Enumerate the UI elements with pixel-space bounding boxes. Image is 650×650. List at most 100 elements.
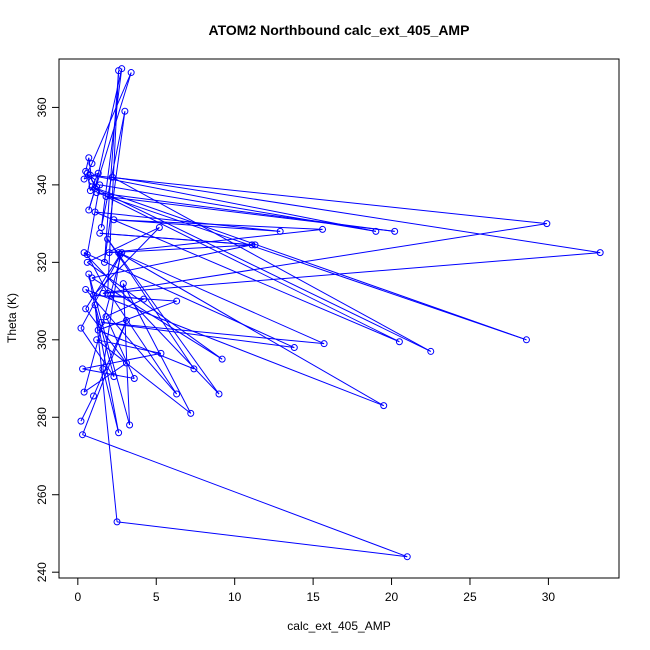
data-point (121, 107, 129, 115)
chart-title: ATOM2 Northbound calc_ext_405_AMP (209, 22, 470, 38)
data-point (596, 249, 604, 257)
data-point (77, 417, 85, 425)
series-segment (88, 273, 120, 433)
data-point (96, 181, 104, 189)
series-segment (82, 434, 408, 558)
data-point (85, 270, 93, 278)
y-tick-label: 240 (35, 562, 49, 582)
series-segment (99, 232, 252, 246)
series-segment (82, 368, 135, 380)
series-segment (116, 521, 408, 558)
series-segment (105, 196, 400, 343)
data-point (110, 216, 118, 224)
series-segment (91, 244, 253, 279)
series-segment (107, 238, 195, 370)
x-tick-label: 10 (228, 590, 242, 604)
series-segment (102, 223, 547, 294)
data-point (427, 347, 435, 355)
y-tick-label: 280 (35, 407, 49, 427)
plot-frame (58, 58, 620, 579)
x-tick-label: 5 (153, 590, 160, 604)
series-segment (85, 308, 127, 364)
data-point (80, 175, 88, 183)
data-point (319, 225, 327, 233)
y-axis-label: Theta (K) (5, 293, 19, 343)
data-point (77, 324, 85, 332)
data-point (90, 291, 98, 299)
data-point (91, 208, 99, 216)
series-segment (103, 70, 120, 263)
data-point (118, 249, 126, 257)
data-point (173, 297, 181, 305)
data-point (115, 429, 123, 437)
data-point (88, 183, 96, 191)
series-segment (91, 186, 527, 341)
series-segment (91, 72, 132, 164)
series-segment (109, 244, 256, 254)
data-point (79, 431, 87, 439)
series-segment (122, 283, 131, 426)
series-segment (118, 252, 384, 407)
series-segment (83, 362, 127, 393)
data-point (403, 553, 411, 561)
x-tick-label: 20 (385, 590, 399, 604)
data-point (93, 189, 101, 197)
series-segment (91, 186, 431, 352)
data-point (320, 340, 328, 348)
series-segment (83, 252, 123, 393)
series-segment (102, 252, 601, 294)
data-point (173, 390, 181, 398)
data-point (91, 301, 99, 309)
series-segment (80, 395, 94, 422)
data-point (86, 187, 94, 195)
data-point (85, 154, 93, 162)
x-tick-label: 25 (463, 590, 477, 604)
series-segment (105, 316, 135, 379)
series-segment (94, 304, 118, 522)
data-point (215, 390, 223, 398)
series-segment (85, 289, 178, 395)
data-point (522, 336, 530, 344)
data-point (187, 409, 195, 417)
data-point (82, 305, 90, 313)
data-point (372, 227, 380, 235)
series-segment (85, 288, 384, 407)
series-segment (122, 283, 192, 414)
data-point (122, 316, 130, 324)
series-segment (91, 277, 223, 360)
series-segment (95, 211, 281, 232)
data-point (190, 365, 198, 373)
series-segment (94, 304, 115, 377)
data-point (155, 223, 163, 231)
data-point (102, 192, 110, 200)
series-segment (101, 321, 295, 349)
series-segment (112, 176, 432, 352)
data-point (380, 402, 388, 410)
series-segment (100, 111, 126, 228)
series-segment (112, 176, 601, 254)
series-segment (110, 294, 178, 395)
series-layer (77, 65, 604, 561)
series-segment (96, 192, 527, 341)
data-point (100, 258, 108, 266)
data-point (115, 67, 123, 75)
series-segment (110, 294, 144, 300)
data-point (126, 421, 134, 429)
y-tick-label: 360 (35, 97, 49, 117)
data-point (115, 249, 123, 257)
data-point (122, 359, 130, 367)
series-segment (90, 174, 376, 232)
series-segment (86, 184, 101, 255)
data-point (93, 336, 101, 344)
data-point (82, 285, 90, 293)
data-point (107, 291, 115, 299)
data-point (395, 338, 403, 346)
y-axis: 240 260 280 300 320 340 360 (35, 97, 60, 582)
series-segment (107, 70, 120, 294)
data-point (85, 206, 93, 214)
data-point (105, 249, 113, 257)
y-tick-label: 340 (35, 175, 49, 195)
data-point (90, 392, 98, 400)
data-point (79, 365, 87, 373)
series-segment (93, 320, 127, 397)
